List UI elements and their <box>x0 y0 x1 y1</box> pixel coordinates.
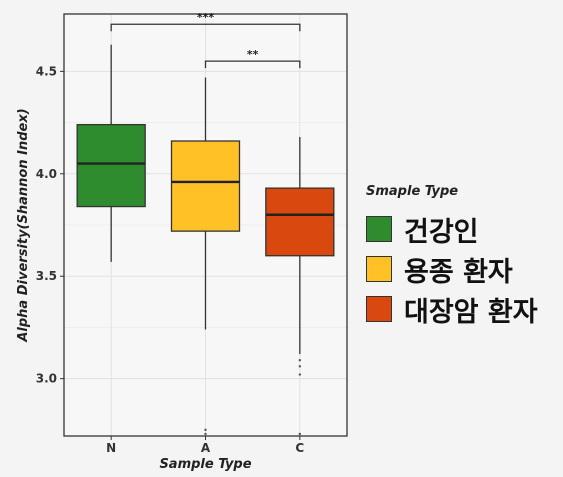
outlier-point <box>298 365 302 368</box>
y-tick-label: 4.5 <box>36 64 57 78</box>
iqr-box <box>170 140 241 232</box>
y-tick-label: 4.0 <box>36 167 57 181</box>
significance-label: ** <box>247 48 259 61</box>
x-tick-label: C <box>295 441 304 455</box>
legend-item-cancer: 대장암 환자 <box>366 289 538 329</box>
legend-item-polyp: 용종 환자 <box>366 249 538 289</box>
iqr-box <box>265 187 335 257</box>
legend: Smaple Type 건강인 용종 환자 대장암 환자 <box>366 184 538 329</box>
iqr-box <box>76 123 146 208</box>
outlier-point <box>204 432 207 436</box>
legend-swatch-healthy <box>366 216 392 242</box>
x-tick-label: A <box>201 441 211 455</box>
box-A <box>170 77 241 436</box>
outlier-point <box>298 432 302 436</box>
significance-bracket: *** <box>110 11 301 32</box>
y-tick-label: 3.0 <box>36 372 57 386</box>
bracket-line <box>204 60 301 69</box>
box-N <box>76 44 146 262</box>
legend-label-healthy: 건강인 <box>404 216 479 248</box>
x-tick-label: N <box>106 441 116 455</box>
outlier-point <box>204 428 207 432</box>
y-tick-label: 3.5 <box>36 269 57 283</box>
legend-swatch-polyp <box>366 256 392 282</box>
significance-bracket: ** <box>204 48 301 69</box>
legend-label-cancer: 대장암 환자 <box>404 296 538 328</box>
box-C <box>265 136 335 436</box>
bracket-line <box>110 23 301 32</box>
legend-title: Smaple Type <box>366 184 459 199</box>
outlier-point <box>298 359 302 362</box>
x-axis-title: Sample Type <box>159 457 251 472</box>
legend-label-polyp: 용종 환자 <box>404 256 513 288</box>
y-axis-title: Alpha Diversity(Shannon Index) <box>16 108 31 342</box>
legend-swatch-cancer <box>366 296 392 322</box>
outlier-point <box>298 373 302 376</box>
legend-item-healthy: 건강인 <box>366 209 538 249</box>
significance-label: *** <box>197 11 215 24</box>
